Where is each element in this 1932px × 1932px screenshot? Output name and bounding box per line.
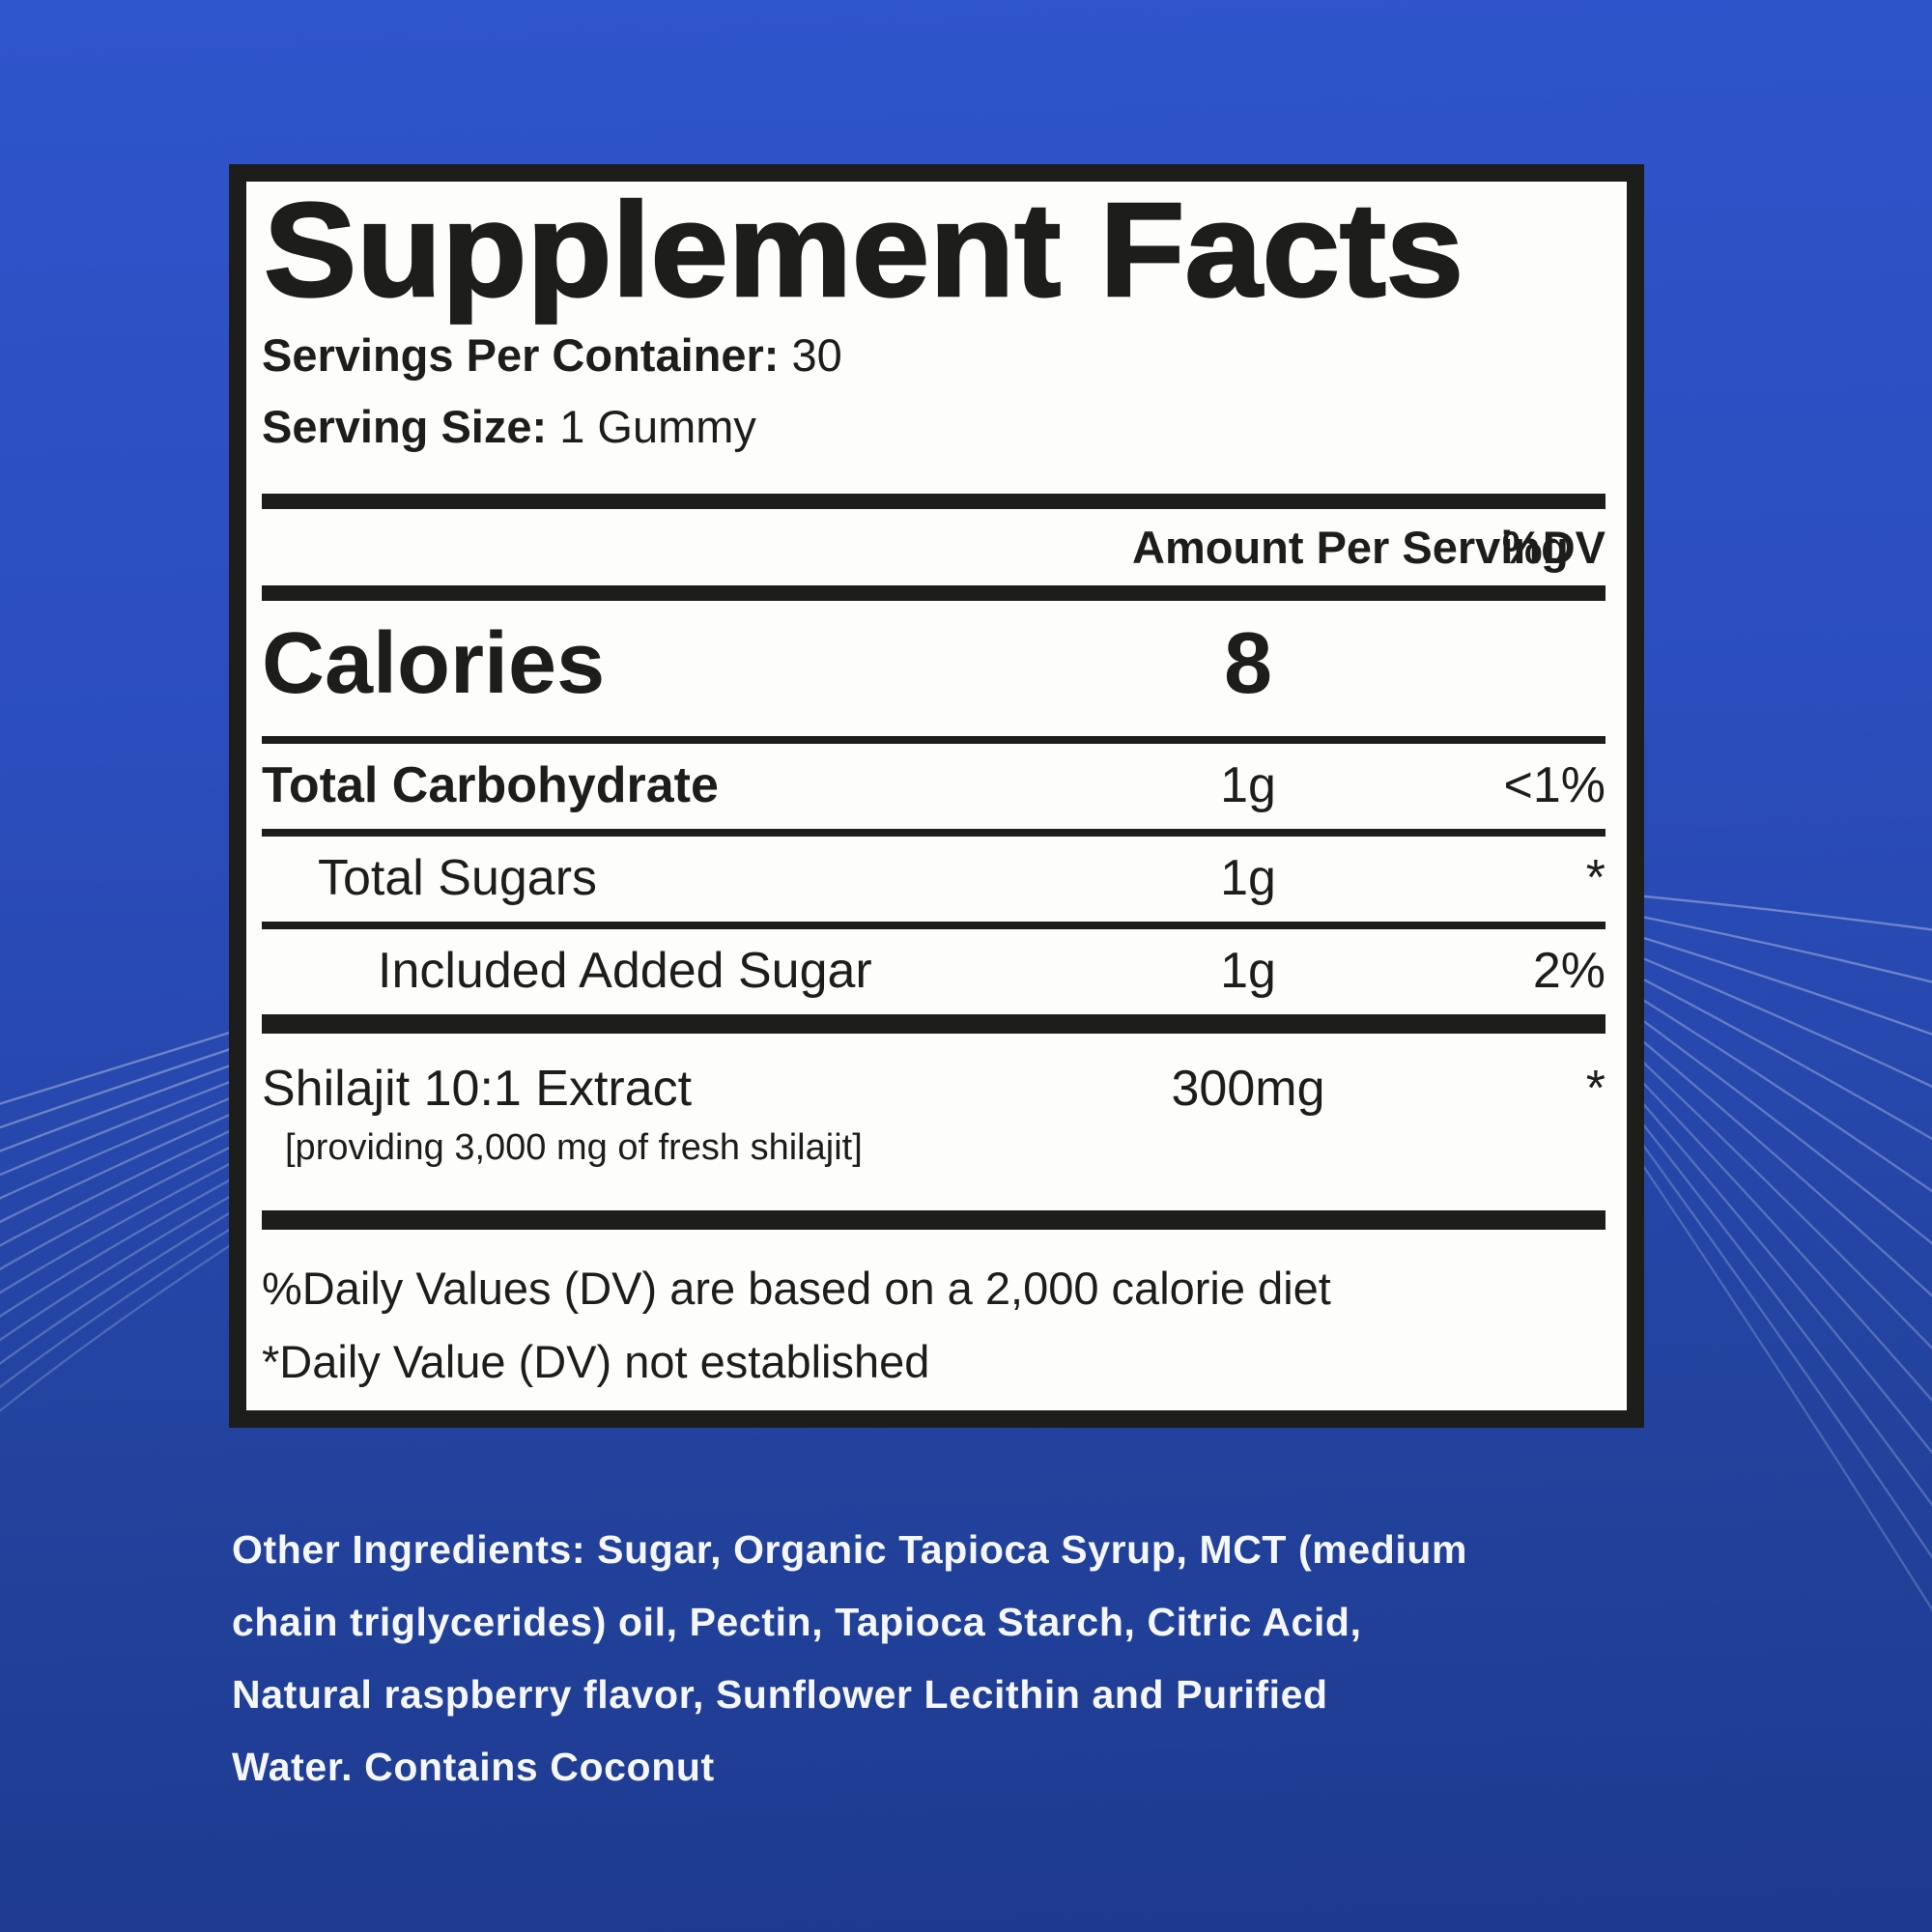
facts-title: Supplement Facts bbox=[263, 176, 1465, 325]
nutrient-amount: 1g bbox=[1220, 942, 1276, 999]
ingredient-line: Natural raspberry flavor, Sunflower Leci… bbox=[232, 1672, 1328, 1717]
serving-size-value: 1 Gummy bbox=[559, 401, 756, 453]
ingredient-line: Water. Contains Coconut bbox=[232, 1745, 715, 1789]
extract-name: Shilajit 10:1 Extract bbox=[262, 1060, 693, 1117]
amount-per-serving-header: Amount Per Serving bbox=[1132, 522, 1569, 574]
nutrient-amount: 1g bbox=[1220, 849, 1276, 906]
footnote-dv-not-established: *Daily Value (DV) not established bbox=[262, 1336, 930, 1388]
divider-bar-top bbox=[262, 494, 1605, 510]
nutrient-name: Included Added Sugar bbox=[378, 942, 872, 999]
nutrient-name: Total Sugars bbox=[318, 849, 598, 906]
nutrient-dv: 2% bbox=[1532, 942, 1605, 999]
calories-label: Calories bbox=[262, 615, 606, 713]
nutrient-name: Total Carbohydrate bbox=[262, 757, 719, 814]
extract-detail: [providing 3,000 mg of fresh shilajit] bbox=[285, 1127, 863, 1169]
calories-row: Calories 8 bbox=[262, 601, 1605, 721]
supplement-facts-panel: Supplement Facts Servings Per Container:… bbox=[229, 164, 1644, 1428]
rule-under-carbohydrate bbox=[262, 828, 1605, 837]
nutrient-dv: * bbox=[1585, 849, 1605, 906]
rule-under-total-sugars bbox=[262, 921, 1605, 929]
ingredient-line: chain triglycerides) oil, Pectin, Tapioc… bbox=[232, 1600, 1362, 1644]
servings-per-container-label: Servings Per Container: bbox=[262, 329, 780, 382]
servings-per-container-value: 30 bbox=[791, 329, 842, 382]
divider-bar-mid bbox=[262, 1013, 1605, 1034]
ingredient-line: Other Ingredients: Sugar, Organic Tapioc… bbox=[232, 1527, 1468, 1572]
extract-amount: 300mg bbox=[1171, 1060, 1325, 1117]
extract-dv: * bbox=[1585, 1060, 1605, 1117]
nutrient-amount: 1g bbox=[1220, 757, 1276, 814]
dv-header: %DV bbox=[1501, 522, 1605, 574]
footnote-dv-basis: %Daily Values (DV) are based on a 2,000 … bbox=[262, 1263, 1331, 1315]
divider-bar-bottom bbox=[262, 1210, 1605, 1231]
nutrient-row-added-sugar: Included Added Sugar 1g 2% bbox=[262, 929, 1605, 1014]
serving-size-label: Serving Size: bbox=[262, 401, 548, 453]
divider-bar-header bbox=[262, 585, 1605, 602]
column-header-row: Amount Per Serving %DV bbox=[262, 509, 1605, 585]
servings-per-container-row: Servings Per Container: 30 bbox=[262, 329, 1605, 382]
extract-row: Shilajit 10:1 Extract [providing 3,000 m… bbox=[262, 1034, 1605, 1210]
nutrient-row-total-carbohydrate: Total Carbohydrate 1g <1% bbox=[262, 744, 1605, 829]
other-ingredients-text: Other Ingredients: Sugar, Organic Tapioc… bbox=[232, 1530, 1719, 1820]
serving-size-row: Serving Size: 1 Gummy bbox=[262, 401, 1605, 453]
nutrient-dv: <1% bbox=[1503, 757, 1605, 814]
rule-under-calories bbox=[262, 736, 1605, 745]
nutrient-row-total-sugars: Total Sugars 1g * bbox=[262, 837, 1605, 922]
extract-name-block: Shilajit 10:1 Extract [providing 3,000 m… bbox=[262, 1061, 1132, 1170]
calories-value: 8 bbox=[1223, 615, 1273, 713]
